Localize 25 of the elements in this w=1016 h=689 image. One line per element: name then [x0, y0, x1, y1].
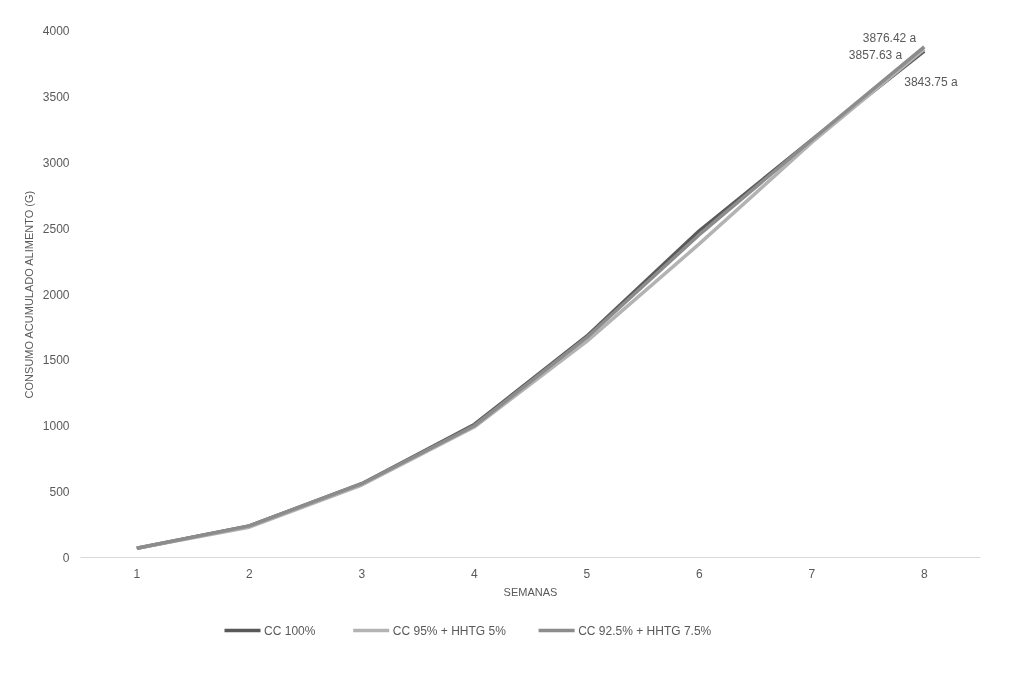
y-tick-label: 2000	[42, 287, 70, 302]
y-tick-label: 1000	[42, 419, 70, 434]
y-tick-label: 2500	[42, 221, 70, 236]
x-tick-label: 8	[920, 566, 928, 581]
y-tick-label: 500	[49, 485, 70, 500]
data-label: 3843.75 a	[904, 75, 958, 90]
y-tick-label: 3500	[42, 89, 70, 104]
y-tick-label: 1500	[42, 353, 70, 368]
x-axis-title: SEMANAS	[503, 585, 558, 598]
legend-label: CC 100%	[264, 623, 316, 638]
data-label: 3857.63 a	[848, 48, 903, 63]
x-tick-label: 2	[245, 566, 253, 581]
legend-label: CC 95% + HHTG 5%	[392, 623, 507, 638]
y-tick-label: 4000	[42, 24, 70, 38]
x-tick-label: 7	[808, 566, 816, 581]
legend-label: CC 92.5% + HHTG 7.5%	[578, 623, 712, 638]
x-tick-label: 3	[358, 566, 366, 581]
x-tick-label: 4	[470, 566, 478, 581]
x-tick-label: 1	[133, 566, 141, 581]
data-label: 3876.42 a	[862, 30, 917, 45]
y-tick-label: 0	[62, 551, 70, 565]
y-tick-label: 3000	[42, 155, 70, 170]
x-tick-label: 6	[695, 566, 703, 581]
x-tick-label: 5	[583, 566, 591, 581]
y-axis-title: CONSUMO ACUMULADO ALIMENTO (G)	[22, 190, 35, 399]
